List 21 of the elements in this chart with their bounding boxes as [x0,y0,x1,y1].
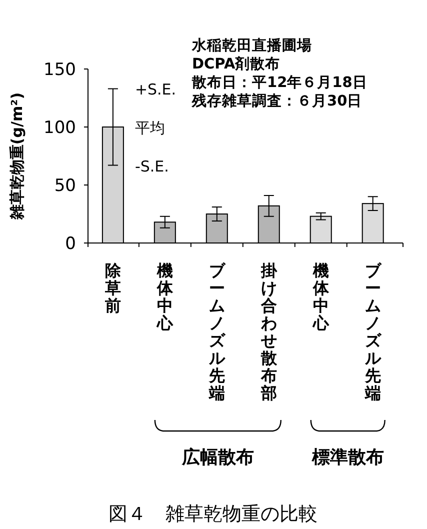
y-axis-title: 雑草乾物重(g/m²) [8,92,26,221]
y-tick-label: 150 [44,60,76,80]
y-tick-label: 100 [44,118,76,138]
x-tick-label: 機体中心 [312,261,330,332]
x-tick-label: 除草前 [104,261,122,315]
annotation: 平均 [134,119,165,137]
x-tick-label: ブームノズル先端 [364,261,382,402]
x-tick-label: 掛け合わせ散布部 [260,261,278,402]
annotation: DCPA剤散布 [192,54,280,72]
annotation: 残存雑草調査：６月30日 [191,92,362,110]
annotation: 散布日：平12年６月18日 [191,74,368,91]
text: 図４ 雑草乾物重の比較 [108,503,318,525]
annotation: +S.E. [134,80,176,99]
y-tick-label: 0 [65,234,76,254]
text: 広幅散布 [180,447,254,468]
annotation: -S.E. [134,157,169,176]
text: 水稲乾田直播圃場 [191,37,312,54]
text: 標準散布 [310,447,384,468]
x-tick-label: 機体中心 [156,261,174,332]
x-tick-label: ブームノズル先端 [208,261,226,402]
y-tick-label: 50 [54,176,76,196]
